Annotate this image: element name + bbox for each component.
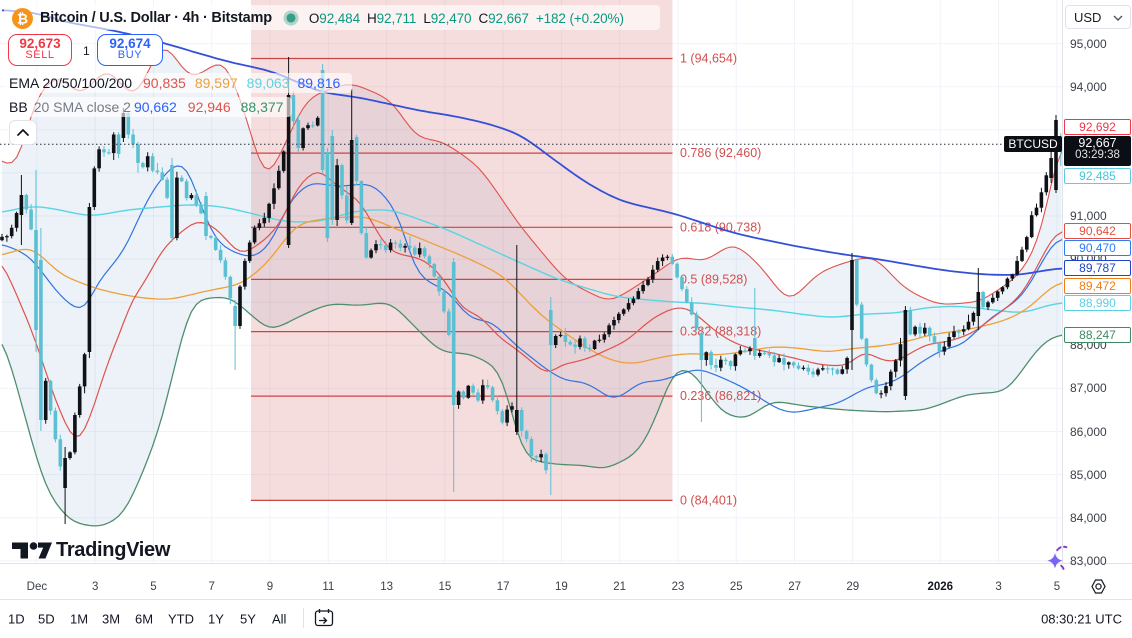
svg-text:0.786 (92,460): 0.786 (92,460) [680, 146, 761, 160]
svg-text:1 (94,654): 1 (94,654) [680, 52, 737, 66]
svg-text:0.5 (89,528): 0.5 (89,528) [680, 272, 747, 286]
svg-text:0.618 (90,738): 0.618 (90,738) [680, 220, 761, 234]
svg-text:0.382 (88,318): 0.382 (88,318) [680, 325, 761, 339]
svg-text:₿: ₿ [17, 11, 28, 26]
svg-text:0.236 (86,821): 0.236 (86,821) [680, 389, 761, 403]
svg-text:0 (84,401): 0 (84,401) [680, 493, 737, 507]
